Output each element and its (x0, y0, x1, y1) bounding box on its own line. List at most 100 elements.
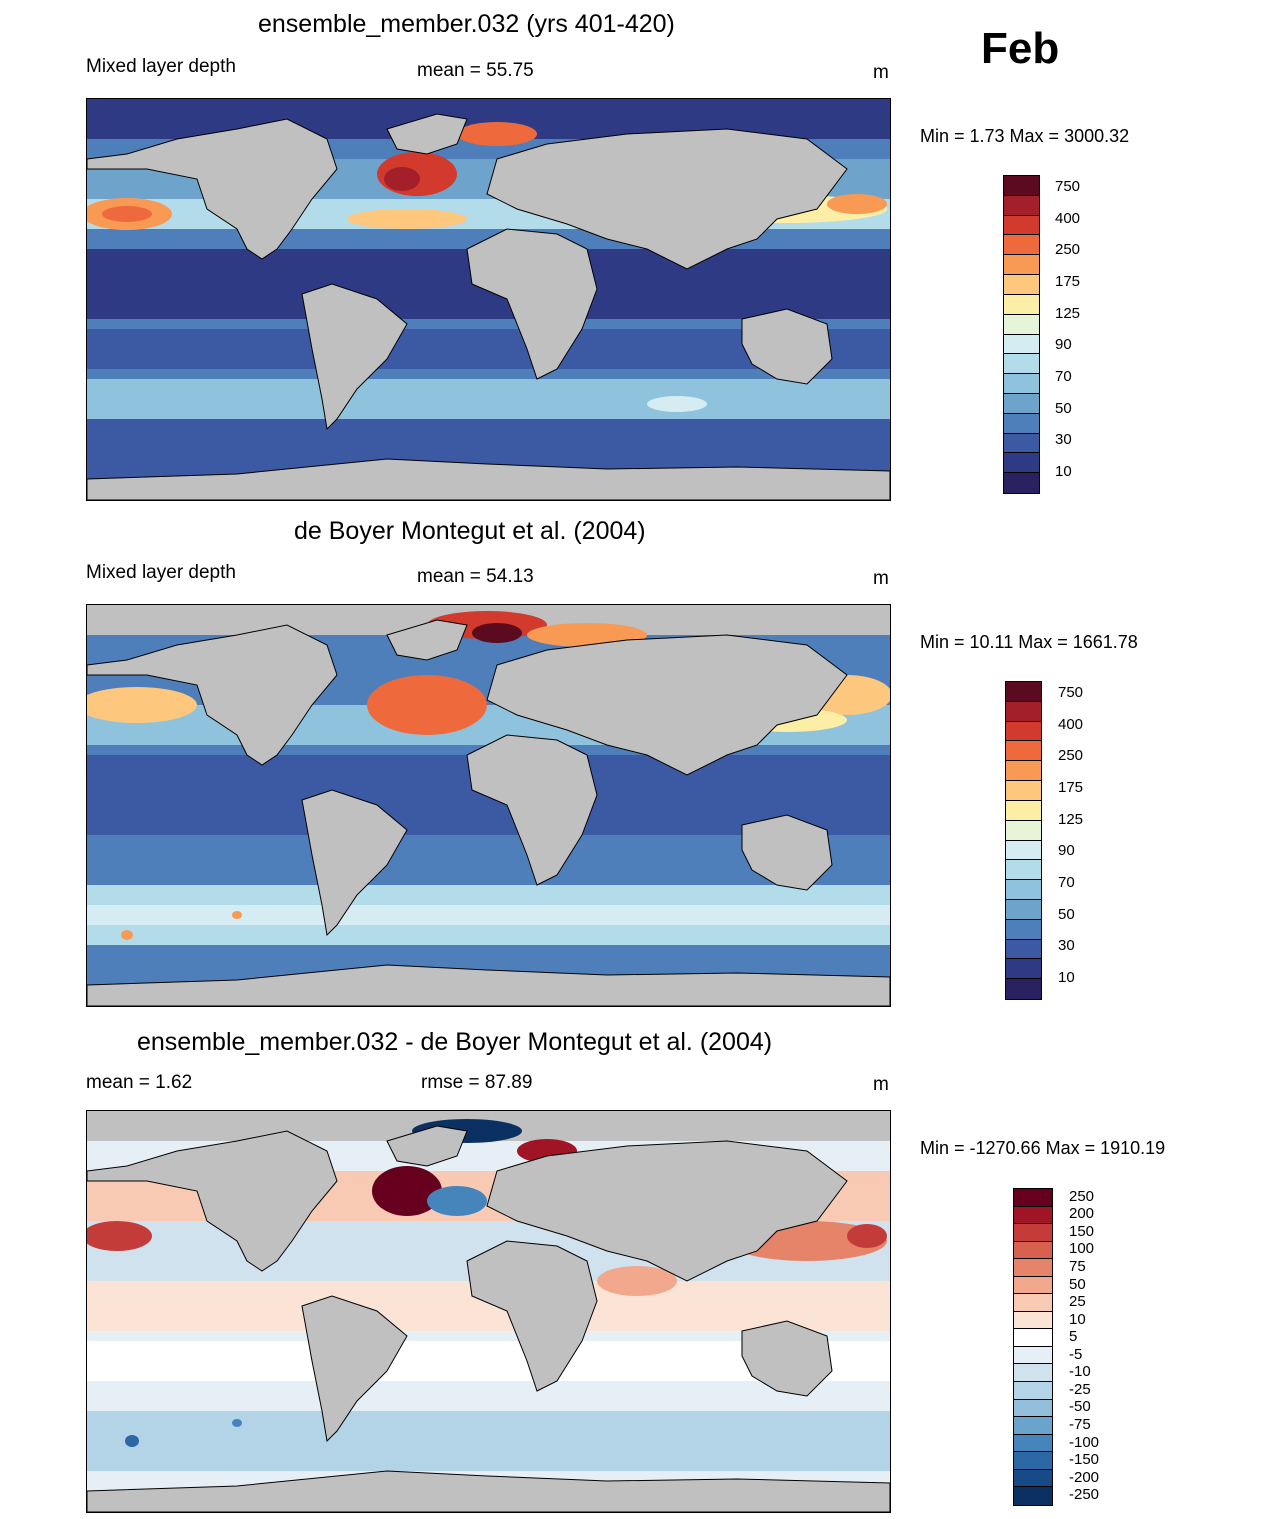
colorbar-cell (1004, 294, 1039, 315)
colorbar-cell (1006, 781, 1041, 801)
colorbar-tick-label: 200 (1069, 1205, 1095, 1223)
colorbar-cell (1004, 195, 1039, 216)
colorbar-tick-label: 50 (1058, 905, 1075, 923)
colorbar-tick-label: -75 (1069, 1416, 1091, 1433)
colorbar-cell (1004, 275, 1039, 295)
colorbar-cell (1014, 1364, 1052, 1383)
colorbar-cell (1014, 1346, 1052, 1365)
colorbar-tick-label: 250 (1069, 1187, 1095, 1205)
map-panel-difference (86, 1110, 891, 1513)
colorbar-cell (1004, 255, 1039, 276)
colorbar-cell (1004, 314, 1039, 335)
colorbar-cell (1006, 761, 1041, 782)
colorbar-cell (1006, 899, 1041, 920)
colorbar-cell (1004, 473, 1039, 493)
colorbar-tick-label: 750 (1058, 683, 1084, 701)
colorbar-tick-label: 400 (1058, 715, 1084, 733)
colorbar-tick-label: 30 (1058, 937, 1075, 955)
colorbar-tick-label: -10 (1069, 1363, 1091, 1381)
colorbar-cell (1004, 433, 1039, 454)
panel-minmax: Min = 10.11 Max = 1661.78 (920, 632, 1138, 652)
colorbar-tick-label: 10 (1069, 1310, 1086, 1328)
colorbar-cell (1014, 1259, 1052, 1277)
panel-left-label: Mixed layer depth (86, 56, 236, 77)
colorbar-cell (1014, 1434, 1052, 1453)
colorbar-cell (1014, 1417, 1052, 1435)
colorbar-tick-label: 10 (1055, 463, 1072, 481)
colorbar-tick-label: 400 (1055, 209, 1081, 227)
map-model-svg (87, 99, 890, 500)
colorbar-cell (1004, 393, 1039, 414)
map-observed-svg (87, 605, 890, 1006)
colorbar-depth (1003, 175, 1040, 494)
colorbar-depth-cells (1004, 176, 1039, 493)
month-label: Feb (981, 24, 1060, 73)
colorbar-cell (1004, 354, 1039, 375)
colorbar-tick-label: 10 (1058, 969, 1075, 987)
colorbar-tick-label: 250 (1055, 241, 1081, 259)
colorbar-tick-label: 30 (1055, 431, 1072, 449)
colorbar-tick-label: -250 (1069, 1486, 1100, 1504)
colorbar-tick-label: 250 (1058, 747, 1084, 765)
colorbar-cell (1014, 1206, 1052, 1225)
colorbar-cell (1014, 1241, 1052, 1260)
panel-title: ensemble_member.032 (yrs 401-420) (258, 10, 675, 38)
colorbar-tick-label: 50 (1055, 399, 1072, 417)
colorbar-cell (1014, 1276, 1052, 1295)
panel-unit: m (873, 568, 889, 589)
colorbar-tick-label: 25 (1069, 1293, 1086, 1311)
colorbar-cell (1004, 235, 1039, 256)
colorbar-cell (1006, 741, 1041, 762)
colorbar-tick-label: 70 (1055, 368, 1072, 386)
map-difference-svg (87, 1111, 890, 1512)
colorbar-difference (1013, 1188, 1053, 1506)
panel-unit: m (873, 1074, 889, 1095)
colorbar-cell (1004, 176, 1039, 196)
colorbar-cell (1014, 1329, 1052, 1347)
colorbar-cell (1014, 1224, 1052, 1242)
colorbar-tick-label: -100 (1069, 1433, 1100, 1451)
map-panel-observed (86, 604, 891, 1007)
panel-minmax: Min = 1.73 Max = 3000.32 (920, 126, 1130, 146)
colorbar-cell (1014, 1382, 1052, 1400)
colorbar-cell (1006, 880, 1041, 900)
colorbar-tick-label: -150 (1069, 1451, 1100, 1469)
colorbar-tick-label: 70 (1058, 874, 1075, 892)
colorbar-cell (1004, 215, 1039, 236)
colorbar-tick-label: -200 (1069, 1468, 1100, 1486)
panel-mean-label: mean = 55.75 (417, 60, 534, 81)
panel-title: de Boyer Montegut et al. (2004) (294, 517, 646, 545)
colorbar-cell (1006, 860, 1041, 881)
colorbar-cell (1006, 939, 1041, 960)
colorbar-tick-label: 75 (1069, 1258, 1086, 1275)
colorbar-tick-label: -25 (1069, 1380, 1091, 1398)
colorbar-tick-label: 150 (1069, 1222, 1095, 1240)
colorbar-cell (1006, 682, 1041, 702)
panel-unit: m (873, 62, 889, 83)
colorbar-tick-label: 175 (1055, 272, 1081, 290)
colorbar-cell (1014, 1311, 1052, 1330)
panel-minmax: Min = -1270.66 Max = 1910.19 (920, 1138, 1166, 1158)
map-panel-model (86, 98, 891, 501)
colorbar-cell (1014, 1294, 1052, 1312)
colorbar-tick-label: 125 (1055, 304, 1081, 322)
colorbar-cell (1014, 1452, 1052, 1470)
colorbar-tick-label: 90 (1058, 842, 1075, 860)
panel-rmse-label: rmse = 87.89 (421, 1072, 533, 1093)
colorbar-cell (1004, 453, 1039, 474)
colorbar-cell (1006, 721, 1041, 742)
colorbar-cell (1004, 334, 1039, 355)
colorbar-cell (1006, 820, 1041, 841)
colorbar-cell (1014, 1399, 1052, 1418)
panel-left-label: mean = 1.62 (86, 1072, 193, 1093)
colorbar-tick-label: 175 (1058, 778, 1084, 796)
colorbar-cell (1004, 413, 1039, 434)
colorbar-difference-cells (1014, 1189, 1052, 1505)
panel-title: ensemble_member.032 - de Boyer Montegut … (137, 1028, 773, 1056)
colorbar-cell (1014, 1469, 1052, 1488)
colorbar-tick-label: 100 (1069, 1240, 1095, 1258)
colorbar-cell (1006, 840, 1041, 861)
panel-left-label: Mixed layer depth (86, 562, 236, 583)
colorbar-cell (1004, 374, 1039, 394)
colorbar-tick-label: 750 (1055, 177, 1081, 195)
